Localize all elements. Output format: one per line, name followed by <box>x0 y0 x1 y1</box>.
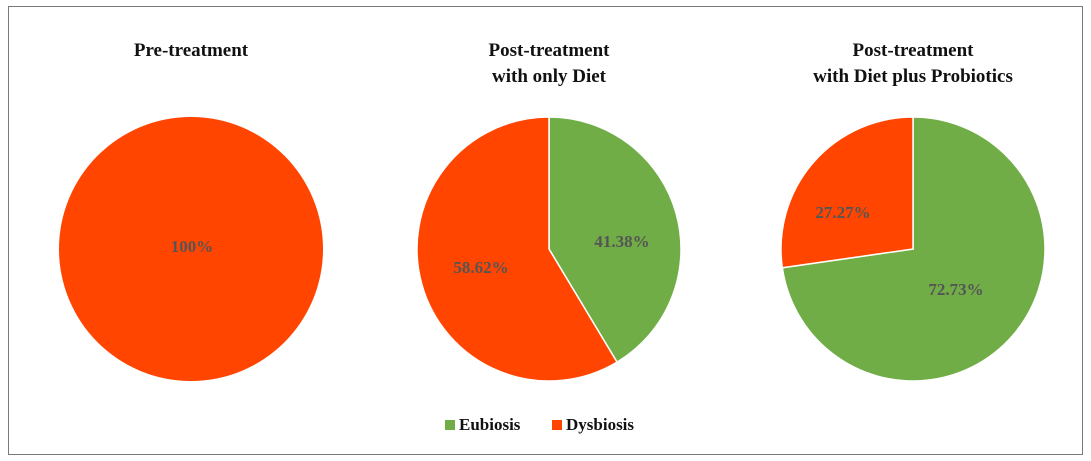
pie-chart-3: Post-treatment with Diet plus Probiotics 7… <box>780 40 1046 382</box>
pie-chart-2: Post-treatment with only Diet 41.38% 58.62% <box>416 40 682 382</box>
chart-title-line: Post-treatment <box>489 40 611 61</box>
chart-title-line: Post-treatment <box>853 40 975 61</box>
pie-slice-dysbiosis <box>59 117 323 381</box>
chart-title-line: with Diet plus Probiotics <box>813 66 1013 87</box>
pie-charts: Pre-treatment 100% Post-treatment with only… <box>59 40 1046 434</box>
legend-label-eubiosis: Eubiosis <box>459 415 521 434</box>
figure-frame: Pre-treatment 100% Post-treatment with only… <box>8 6 1083 455</box>
chart-title-line: Pre-treatment <box>134 40 249 61</box>
slice-label: 58.62% <box>453 258 508 277</box>
pie-slice-dysbiosis <box>780 116 914 269</box>
slice-label: 72.73% <box>928 280 983 299</box>
pie-slice-eubiosis <box>548 116 682 364</box>
legend-swatch-eubiosis <box>445 420 455 430</box>
slice-label: 41.38% <box>594 232 649 251</box>
pie-chart-1: Pre-treatment 100% <box>59 40 323 381</box>
legend-swatch-dysbiosis <box>552 420 562 430</box>
slice-label: 100% <box>171 237 214 256</box>
legend-label-dysbiosis: Dysbiosis <box>566 415 634 434</box>
chart-title-line: with only Diet <box>492 66 607 87</box>
legend: Eubiosis Dysbiosis <box>445 415 634 434</box>
slice-label: 27.27% <box>815 203 870 222</box>
pie-slice-dysbiosis <box>416 116 619 382</box>
